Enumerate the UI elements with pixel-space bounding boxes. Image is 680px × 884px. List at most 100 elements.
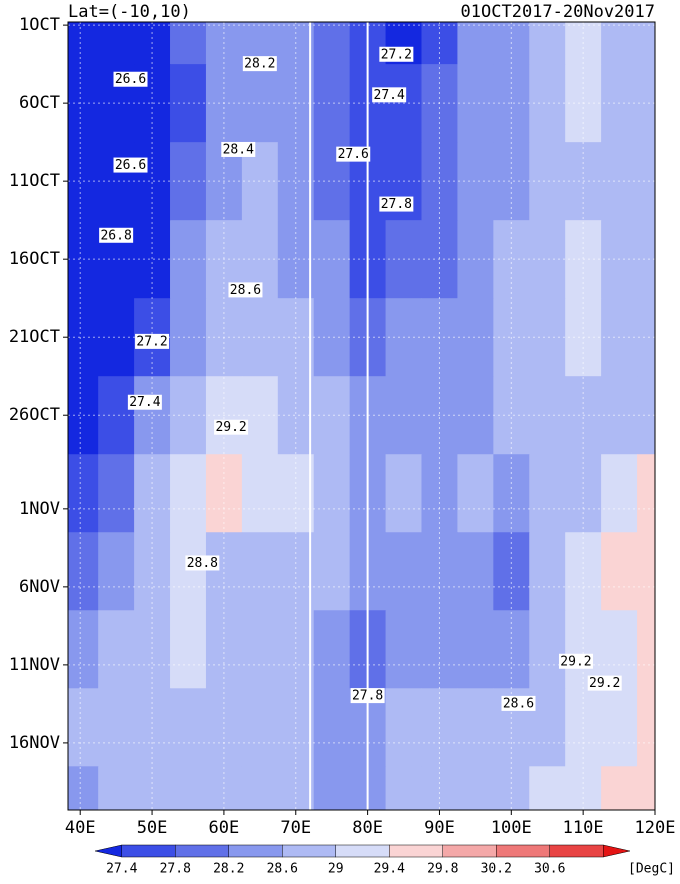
contour-label-bg	[99, 227, 134, 243]
field-cell	[98, 532, 135, 611]
field-cell	[385, 610, 422, 689]
field-cell	[313, 454, 351, 533]
field-cell	[98, 610, 135, 689]
contour-label-bg	[350, 688, 385, 704]
y-tick-label: 16OCT	[9, 249, 60, 269]
field-cell	[98, 766, 135, 810]
field-cell	[170, 688, 207, 767]
contour-label: 29.2	[215, 420, 246, 435]
field-cell	[385, 766, 422, 810]
x-tick-label: 50E	[137, 818, 168, 838]
title-right: 01OCT2017-20Nov2017	[461, 2, 655, 22]
colorbar-cell	[121, 844, 176, 858]
x-tick-label: 70E	[280, 818, 311, 838]
x-tick-label: 120E	[635, 818, 676, 838]
field-cell	[313, 22, 351, 65]
contour-label-bg	[587, 675, 622, 691]
contour-label: 27.8	[352, 689, 383, 704]
y-tick-label: 6OCT	[19, 93, 60, 113]
y-tick-label: 16NOV	[9, 733, 60, 753]
colorbar-label: 30.2	[481, 862, 512, 877]
field-cell	[601, 688, 638, 767]
colorbar-label: 27.4	[106, 862, 137, 877]
field-cell	[601, 532, 638, 611]
contour-label-bg	[558, 653, 593, 669]
y-tick-label: 11NOV	[9, 655, 60, 675]
field-cell	[170, 22, 207, 65]
field-cell	[68, 454, 99, 533]
y-tick-label: 6NOV	[19, 577, 60, 597]
field-cell	[385, 454, 422, 533]
colorbar-end	[94, 844, 122, 858]
field-cell	[601, 766, 638, 810]
contour-label-bg	[127, 394, 162, 410]
contour-label: 26.6	[115, 158, 146, 173]
field-cell	[529, 22, 566, 65]
contour-label-bg	[501, 695, 536, 711]
field-cell	[637, 220, 655, 299]
field-cell	[637, 610, 655, 689]
field-cell	[241, 766, 279, 810]
field-cell	[170, 532, 207, 611]
colorbar-cell	[228, 844, 283, 858]
field-cell	[637, 688, 655, 767]
colorbar-label: 29	[328, 862, 344, 877]
contour-label-bg	[372, 87, 407, 103]
colorbar-label: 30.6	[534, 862, 565, 877]
colorbar-unit: [DegC]	[628, 862, 675, 877]
contour-label: 26.6	[115, 72, 146, 87]
field-cell	[241, 610, 279, 689]
field-cell	[529, 766, 566, 810]
y-tick-label: 1NOV	[19, 499, 60, 519]
x-tick-label: 90E	[424, 818, 455, 838]
field-cell	[241, 298, 279, 377]
field-cell	[68, 766, 99, 810]
field-cell	[241, 688, 279, 767]
contour-label: 28.2	[244, 57, 275, 72]
field-cell	[457, 610, 494, 689]
field-cell	[637, 454, 655, 533]
field-cell	[385, 688, 422, 767]
field-cell	[68, 688, 99, 767]
field-cell	[457, 22, 494, 65]
field-cell	[68, 532, 99, 611]
field-cell	[637, 376, 655, 455]
contour-label: 27.8	[381, 197, 412, 212]
contour-label: 29.2	[589, 676, 620, 691]
field-cell	[98, 454, 135, 533]
contour-label: 29.2	[560, 654, 591, 669]
contour-label-bg	[336, 146, 371, 162]
colorbar-label: 29.8	[427, 862, 458, 877]
field-cell	[457, 454, 494, 533]
x-tick-label: 60E	[209, 818, 240, 838]
overlay: 40E 50E 60E 70E 80E 90E 100E 110E 120E 1OCT 6OCT 11…	[9, 15, 676, 838]
field-cell	[241, 64, 279, 143]
contour-label: 27.4	[374, 88, 405, 103]
field-cell	[98, 22, 135, 65]
field-cell	[637, 766, 655, 810]
field-cell	[241, 376, 279, 455]
colorbar-cell	[496, 844, 550, 858]
field-cell	[170, 454, 207, 533]
field-cell	[313, 532, 351, 611]
colorbar-cell	[549, 844, 604, 858]
field-cell	[313, 610, 351, 689]
contour-label: 27.6	[338, 147, 369, 162]
colorbar-label: 28.6	[267, 862, 298, 877]
y-tick-label: 1OCT	[19, 15, 60, 35]
field-cell	[68, 22, 99, 65]
field-cell	[68, 610, 99, 689]
contour-label-bg	[379, 196, 414, 212]
field-cell	[637, 298, 655, 377]
field-cell	[529, 532, 566, 611]
contour-label-bg	[135, 333, 170, 349]
title-left: Lat=(-10,10)	[68, 2, 191, 22]
x-tick-label: 110E	[563, 818, 604, 838]
contour-label-bg	[113, 157, 148, 173]
field-cell	[529, 610, 566, 689]
field-cell	[241, 532, 279, 611]
x-tick-label: 40E	[65, 818, 96, 838]
contour-label-bg	[113, 71, 148, 87]
contour-label-bg	[242, 56, 277, 72]
colorbar-cell	[442, 844, 497, 858]
